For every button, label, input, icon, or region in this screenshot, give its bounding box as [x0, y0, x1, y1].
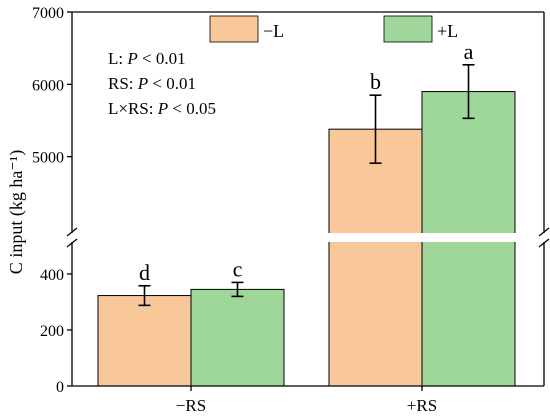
y-tick-label: 5000 [32, 150, 64, 167]
legend-entry: −L [209, 15, 284, 43]
error-bars-layer [138, 64, 475, 307]
legend-label: −L [263, 21, 284, 41]
x-tick-label: −RS [176, 396, 206, 415]
axis-break-mark [66, 227, 78, 237]
y-tick-label: 6000 [32, 77, 64, 94]
stats-value: < 0.01 [138, 49, 186, 68]
y-tick-label: 7000 [32, 5, 64, 22]
bar-minus-l-plus-rs [328, 128, 423, 387]
y-tick-label: 200 [40, 323, 64, 340]
axis-break-mark [538, 227, 550, 237]
stats-value: < 0.05 [168, 99, 216, 118]
y-tick-label: 0 [56, 379, 64, 396]
bar-minus-l-minus-rs [97, 295, 192, 387]
y-tick-label: 400 [40, 267, 64, 284]
stats-value: < 0.01 [148, 74, 196, 93]
stats-p-symbol: P [126, 49, 137, 68]
axis-break-mark [538, 238, 550, 248]
significance-letter: d [139, 260, 150, 285]
stats-p-symbol: P [157, 99, 168, 118]
legend-swatch [209, 15, 259, 43]
significance-letter: c [233, 256, 243, 281]
stats-p-symbol: P [137, 74, 148, 93]
significance-letter: a [464, 39, 474, 64]
axes-layer [66, 11, 550, 387]
axis-break-band [73, 233, 543, 242]
x-tick-label: +RS [407, 396, 437, 415]
significance-letter: b [370, 69, 381, 94]
data-labels-layer: d c b a [139, 39, 474, 285]
legend-entry: +L [383, 15, 458, 43]
legend-label: +L [437, 21, 458, 41]
legend-swatch [383, 15, 433, 43]
bar-plus-l-minus-rs [190, 288, 285, 387]
stats-annotation: L: P < 0.01 RS: P < 0.01 L×RS: P < 0.05 [108, 49, 216, 118]
error-bar [369, 94, 382, 164]
error-bar [231, 281, 244, 298]
error-bar [138, 284, 151, 307]
error-bar [462, 64, 475, 120]
stats-line: RS: [108, 74, 138, 93]
stats-line: L: [108, 49, 127, 68]
axis-break-mark [66, 238, 78, 248]
ticks-layer: 0 200 400 5000 6000 7000 −RS +RS [32, 5, 437, 415]
y-axis-label: C input (kg ha⁻¹) [6, 150, 27, 274]
stats-line: L×RS: [108, 99, 158, 118]
legend: −L +L [209, 15, 458, 43]
